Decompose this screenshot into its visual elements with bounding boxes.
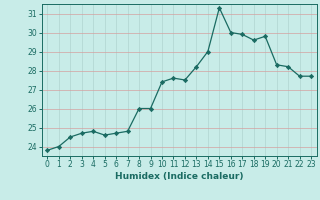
X-axis label: Humidex (Indice chaleur): Humidex (Indice chaleur) [115,172,244,181]
